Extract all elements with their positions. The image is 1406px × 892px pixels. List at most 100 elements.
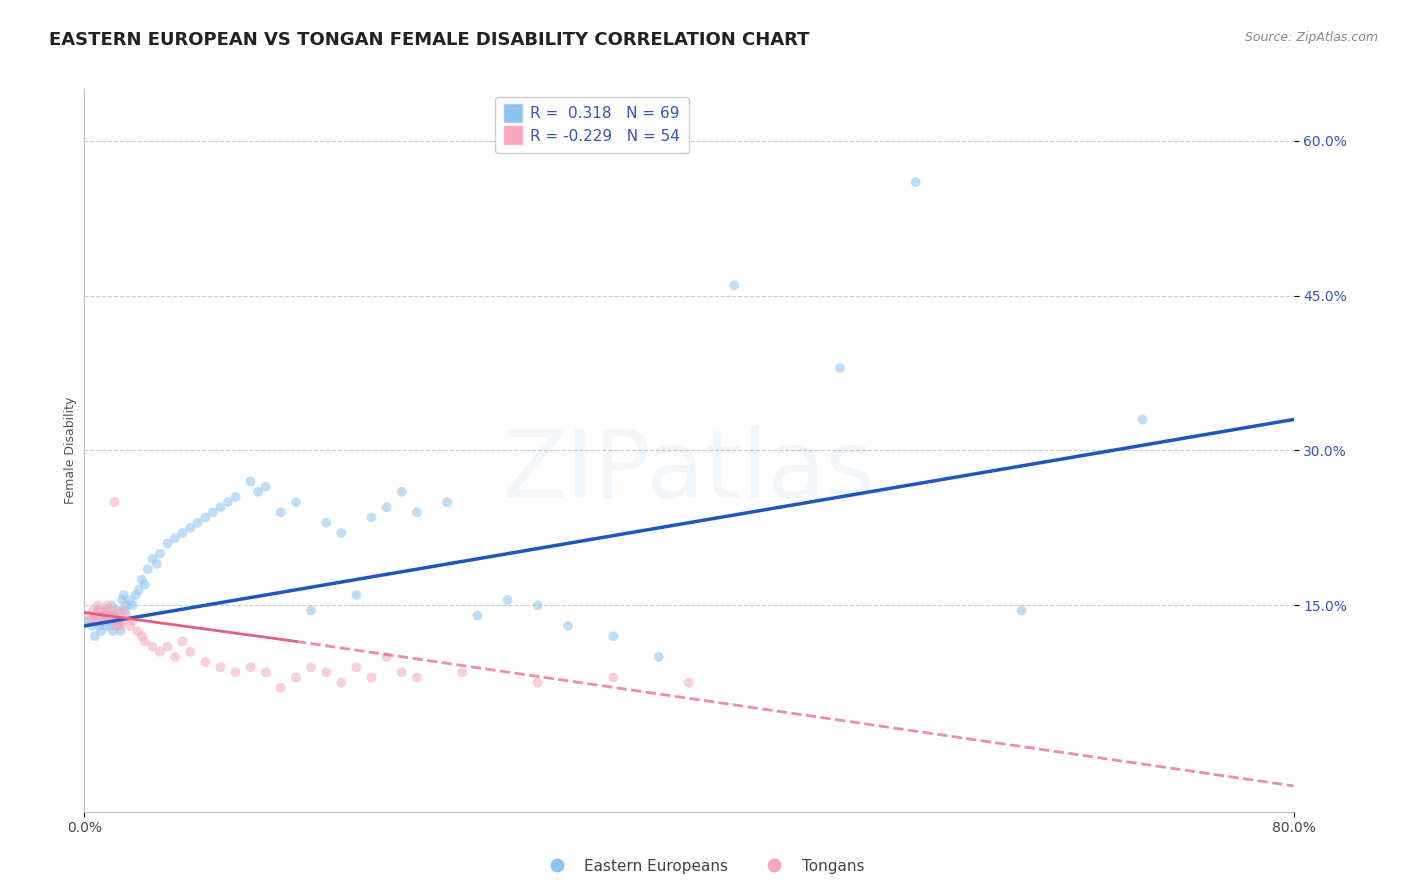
Point — [125, 588, 148, 602]
Point — [360, 671, 382, 685]
Point — [201, 505, 224, 519]
Legend: Eastern Europeans, Tongans: Eastern Europeans, Tongans — [536, 853, 870, 880]
Point — [527, 599, 550, 613]
Point — [346, 660, 368, 674]
Point — [100, 599, 122, 613]
Point — [346, 588, 368, 602]
Point — [194, 510, 217, 524]
Point — [360, 510, 382, 524]
Point — [330, 526, 353, 541]
Point — [406, 505, 429, 519]
Point — [107, 608, 129, 623]
Point — [84, 629, 107, 643]
Point — [115, 608, 138, 623]
Point — [86, 608, 108, 623]
Point — [527, 675, 550, 690]
Point — [111, 603, 134, 617]
Point — [270, 681, 292, 695]
Point — [131, 629, 153, 643]
Point — [93, 614, 115, 628]
Point — [406, 671, 429, 685]
Point — [648, 649, 671, 664]
Point — [172, 634, 194, 648]
Point — [86, 614, 108, 628]
Point — [115, 599, 138, 613]
Point — [156, 536, 179, 550]
Point — [128, 582, 150, 597]
Text: EASTERN EUROPEAN VS TONGAN FEMALE DISABILITY CORRELATION CHART: EASTERN EUROPEAN VS TONGAN FEMALE DISABI… — [49, 31, 810, 49]
Point — [82, 603, 104, 617]
Point — [77, 608, 100, 623]
Point — [96, 603, 118, 617]
Point — [179, 521, 201, 535]
Point — [315, 516, 337, 530]
Point — [1011, 603, 1033, 617]
Point — [110, 624, 132, 639]
Point — [165, 531, 187, 545]
Point — [93, 608, 115, 623]
Point — [127, 624, 149, 639]
Point — [285, 671, 308, 685]
Point — [254, 480, 277, 494]
Text: ZIPatlas: ZIPatlas — [502, 426, 876, 518]
Point — [94, 619, 117, 633]
Point — [84, 608, 107, 623]
Point — [111, 593, 134, 607]
Point — [225, 490, 247, 504]
Point — [104, 495, 127, 509]
Point — [101, 603, 124, 617]
Point — [114, 603, 136, 617]
Point — [179, 645, 201, 659]
Point — [100, 608, 122, 623]
Point — [254, 665, 277, 680]
Point — [557, 619, 579, 633]
Point — [678, 675, 700, 690]
Point — [209, 660, 232, 674]
Point — [101, 624, 124, 639]
Point — [104, 608, 127, 623]
Point — [134, 634, 156, 648]
Point — [118, 619, 141, 633]
Point — [91, 608, 114, 623]
Point — [146, 557, 169, 571]
Point — [77, 614, 100, 628]
Point — [107, 603, 129, 617]
Point — [105, 614, 128, 628]
Point — [112, 614, 135, 628]
Point — [904, 175, 927, 189]
Point — [112, 588, 135, 602]
Point — [270, 505, 292, 519]
Point — [217, 495, 239, 509]
Point — [225, 665, 247, 680]
Point — [391, 484, 413, 499]
Point — [131, 573, 153, 587]
Point — [602, 671, 624, 685]
Point — [141, 640, 163, 654]
Point — [108, 614, 131, 628]
Point — [121, 599, 143, 613]
Point — [90, 624, 112, 639]
Point — [87, 603, 110, 617]
Point — [97, 608, 120, 623]
Point — [141, 551, 163, 566]
Point — [97, 608, 120, 623]
Point — [375, 500, 398, 515]
Point — [330, 675, 353, 690]
Point — [98, 619, 121, 633]
Point — [247, 484, 270, 499]
Point — [118, 593, 141, 607]
Point — [121, 614, 143, 628]
Point — [1130, 412, 1153, 426]
Point — [90, 603, 112, 617]
Point — [165, 649, 187, 664]
Point — [172, 526, 194, 541]
Point — [436, 495, 458, 509]
Point — [110, 619, 132, 633]
Point — [299, 660, 322, 674]
Point — [149, 645, 172, 659]
Point — [723, 278, 745, 293]
Point — [80, 619, 103, 633]
Point — [89, 608, 111, 623]
Point — [299, 603, 322, 617]
Point — [496, 593, 519, 607]
